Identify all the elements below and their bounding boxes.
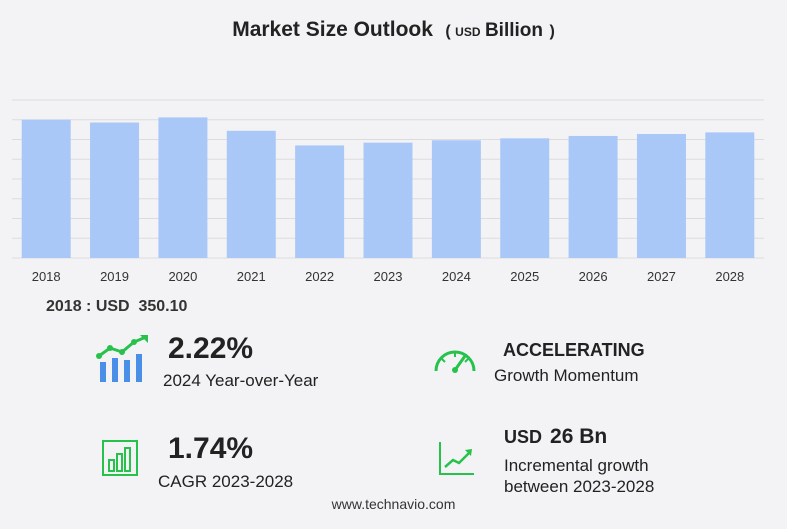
x-tick-label-2022: 2022	[305, 269, 334, 284]
title-open-paren: (	[445, 23, 451, 40]
market-size-bar-chart: 2018 2019 2020 2021 2022 2023 2024 2025 2026 2027…	[12, 99, 764, 284]
source-footer: www.technavio.com	[331, 496, 456, 512]
cagr-value: 1.74%	[168, 432, 254, 465]
x-tick-label-2027: 2027	[647, 269, 676, 284]
x-tick-label-2025: 2025	[510, 269, 539, 284]
x-tick-label-2018: 2018	[32, 269, 61, 284]
bar-2021	[226, 130, 276, 258]
x-tick-label-2019: 2019	[100, 269, 129, 284]
yoy-growth-caption: 2024 Year-over-Year	[163, 371, 319, 390]
incremental-currency: USD	[504, 427, 543, 447]
bar-2023	[363, 142, 413, 258]
incremental-growth-value: USD 26 Bn	[504, 425, 607, 449]
chart-title: Market Size Outlook ( USD Billion )	[0, 18, 787, 42]
momentum-caption: Growth Momentum	[494, 366, 639, 385]
bar-chart-icon	[102, 440, 138, 476]
x-tick-label-2021: 2021	[237, 269, 266, 284]
x-tick-label-2023: 2023	[374, 269, 403, 284]
trend-line-icon	[439, 442, 474, 475]
x-tick-label-2026: 2026	[579, 269, 608, 284]
bar-2025	[500, 138, 550, 258]
x-tick-label-2020: 2020	[168, 269, 197, 284]
title-unit: Billion	[484, 20, 544, 41]
bar-2018	[21, 119, 71, 258]
bar-2026	[568, 135, 618, 258]
incremental-caption-line2: between 2023-2028	[504, 477, 655, 496]
growth-bars-icon	[96, 335, 148, 382]
base-year-value: 2018 : USD 350.10	[46, 298, 188, 315]
x-tick-label-2028: 2028	[715, 269, 744, 284]
x-tick-label-2024: 2024	[442, 269, 471, 284]
momentum-headline: ACCELERATING	[503, 340, 645, 360]
chart-bars	[21, 117, 755, 258]
bar-2027	[636, 133, 686, 258]
title-close-paren: )	[549, 23, 555, 40]
incremental-amount: 26 Bn	[550, 425, 608, 448]
bar-2028	[705, 132, 755, 258]
incremental-caption-line1: Incremental growth	[504, 456, 649, 475]
bar-2024	[431, 140, 481, 258]
bar-2019	[90, 122, 140, 258]
yoy-growth-value: 2.22%	[168, 332, 254, 365]
chart-title-text: Market Size Outlook	[232, 18, 433, 41]
chart-x-axis-labels: 2018 2019 2020 2021 2022 2023 2024 2025 2026 2027…	[32, 269, 745, 284]
bar-2020	[158, 117, 208, 258]
title-currency: USD	[455, 25, 481, 39]
bar-2022	[295, 145, 345, 258]
cagr-caption: CAGR 2023-2028	[158, 472, 294, 491]
speedometer-icon	[434, 350, 476, 373]
